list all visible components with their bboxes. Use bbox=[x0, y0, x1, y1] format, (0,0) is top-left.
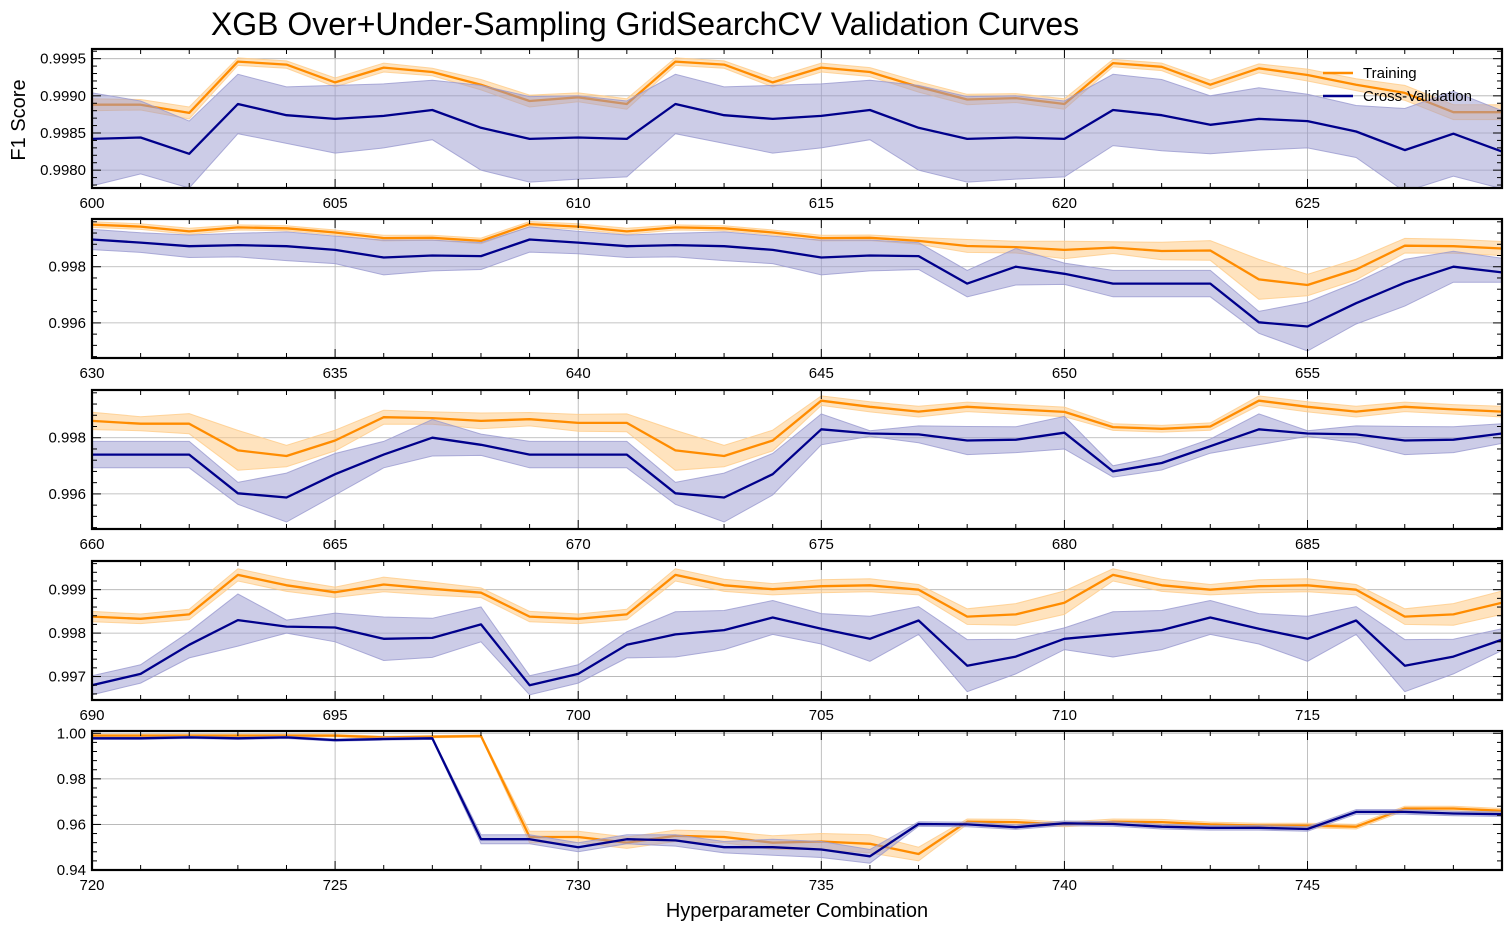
x-tick-label: 640 bbox=[566, 365, 591, 382]
panel-frame bbox=[90, 559, 1504, 702]
panel-frame bbox=[90, 388, 1504, 531]
panel-5: 720 725 730 735 740 745 0.94 0.96 0.98 1.00 bbox=[57, 725, 1504, 894]
x-tick-label: 670 bbox=[566, 536, 591, 553]
x-tick-label: 620 bbox=[1052, 195, 1077, 212]
y-tick-label: 0.998 bbox=[48, 625, 86, 642]
y-tick-label: 0.98 bbox=[57, 771, 86, 788]
y-tick-label: 0.9995 bbox=[40, 51, 86, 68]
x-tick-label: 695 bbox=[323, 707, 348, 724]
panel-2: 630 635 640 645 650 655 0.996 0.998 bbox=[48, 217, 1504, 382]
x-tick-label: 685 bbox=[1295, 536, 1320, 553]
x-tick-label: 660 bbox=[79, 536, 104, 553]
legend-cv-label: Cross-Validation bbox=[1363, 88, 1472, 105]
cv-band bbox=[92, 735, 1502, 864]
y-tick-label: 0.9990 bbox=[40, 88, 86, 105]
cv-line bbox=[92, 238, 1502, 328]
panels-layer: 600 605 610 615 620 625 0.9980 0.9985 0.9990 0.99… bbox=[40, 47, 1504, 894]
x-tick-label: 720 bbox=[79, 877, 104, 894]
x-tick-label: 675 bbox=[809, 536, 834, 553]
x-tick-label: 680 bbox=[1052, 536, 1077, 553]
x-tick-label: 725 bbox=[323, 877, 348, 894]
y-axis-label: F1 Score bbox=[8, 79, 30, 160]
x-tick-label: 705 bbox=[809, 707, 834, 724]
x-tick-label: 645 bbox=[809, 365, 834, 382]
x-tick-label: 655 bbox=[1295, 365, 1320, 382]
legend: Training Cross-Validation bbox=[1323, 65, 1472, 105]
y-tick-label: 0.9980 bbox=[40, 162, 86, 179]
x-tick-label: 715 bbox=[1295, 707, 1320, 724]
y-tick-label: 0.998 bbox=[48, 259, 86, 276]
x-axis-label: Hyperparameter Combination bbox=[666, 900, 928, 922]
training-line bbox=[92, 60, 1502, 115]
training-line bbox=[92, 573, 1502, 620]
y-tick-label: 0.996 bbox=[48, 486, 86, 503]
x-tick-label: 625 bbox=[1295, 195, 1320, 212]
cv-band bbox=[92, 593, 1502, 696]
panel-3: 660 665 670 675 680 685 0.996 0.998 bbox=[48, 388, 1504, 553]
panel-frame bbox=[90, 217, 1504, 360]
x-tick-label: 600 bbox=[79, 195, 104, 212]
y-tick-label: 0.998 bbox=[48, 430, 86, 447]
training-line bbox=[92, 222, 1502, 287]
cv-line bbox=[92, 428, 1502, 499]
y-tick-label: 0.996 bbox=[48, 315, 86, 332]
chart-title: XGB Over+Under-Sampling GridSearchCV Val… bbox=[211, 6, 1079, 42]
x-tick-label: 745 bbox=[1295, 877, 1320, 894]
cv-band bbox=[92, 226, 1502, 352]
cv-band bbox=[92, 413, 1502, 523]
y-tick-label: 0.999 bbox=[48, 582, 86, 599]
x-tick-label: 710 bbox=[1052, 707, 1077, 724]
x-tick-label: 735 bbox=[809, 877, 834, 894]
cv-line bbox=[92, 102, 1502, 155]
x-tick-label: 700 bbox=[566, 707, 591, 724]
x-tick-label: 635 bbox=[323, 365, 348, 382]
y-tick-label: 0.94 bbox=[57, 862, 86, 879]
cv-line bbox=[92, 616, 1502, 687]
training-band bbox=[92, 395, 1502, 471]
x-tick-label: 740 bbox=[1052, 877, 1077, 894]
x-tick-label: 605 bbox=[323, 195, 348, 212]
panel-1: 600 605 610 615 620 625 0.9980 0.9985 0.9990 0.99… bbox=[40, 47, 1504, 212]
x-tick-label: 610 bbox=[566, 195, 591, 212]
training-line bbox=[92, 399, 1502, 458]
panel-frame bbox=[90, 729, 1504, 872]
y-tick-label: 0.997 bbox=[48, 669, 86, 686]
x-tick-label: 615 bbox=[809, 195, 834, 212]
panel-4: 690 695 700 705 710 715 0.997 0.998 0.999 bbox=[48, 559, 1504, 724]
legend-training-label: Training bbox=[1363, 65, 1417, 82]
cv-line bbox=[92, 736, 1502, 858]
cv-band bbox=[92, 73, 1502, 188]
y-tick-label: 0.9985 bbox=[40, 125, 86, 142]
x-tick-label: 730 bbox=[566, 877, 591, 894]
x-tick-label: 630 bbox=[79, 365, 104, 382]
x-tick-label: 690 bbox=[79, 707, 104, 724]
y-tick-label: 0.96 bbox=[57, 816, 86, 833]
x-tick-label: 650 bbox=[1052, 365, 1077, 382]
y-tick-label: 1.00 bbox=[57, 725, 86, 742]
x-tick-label: 665 bbox=[323, 536, 348, 553]
